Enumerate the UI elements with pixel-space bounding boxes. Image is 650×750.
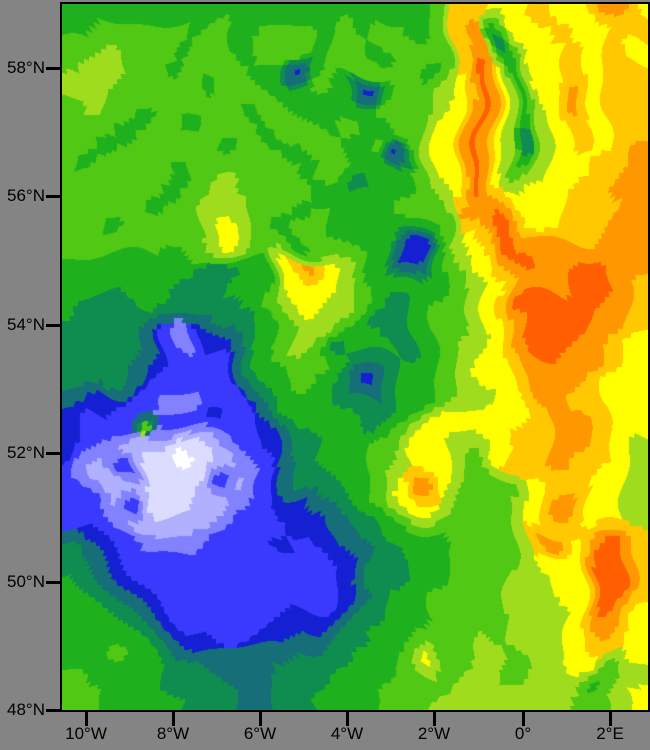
x-axis-tick-label: 0° (514, 724, 532, 743)
x-axis-tick-label: 8°W (156, 724, 190, 743)
y-axis-tick (46, 195, 60, 198)
y-axis-tick (46, 452, 60, 455)
y-axis-tick-label: 50°N (7, 572, 45, 591)
x-axis-tick-label: 6°W (243, 724, 277, 743)
y-axis-tick-label: 58°N (7, 58, 45, 77)
y-axis-tick (46, 709, 60, 712)
x-axis-tick (346, 712, 349, 726)
map-plot-frame (60, 2, 650, 712)
x-axis-tick-label: 10°W (65, 724, 107, 743)
y-axis-tick-label: 52°N (7, 443, 45, 462)
y-axis-tick-label: 54°N (7, 315, 45, 334)
y-axis-tick-label: 48°N (7, 700, 45, 719)
x-axis-tick (259, 712, 262, 726)
x-axis-tick-label: 2°E (596, 724, 624, 743)
x-axis-tick (172, 712, 175, 726)
y-axis-tick-label: 56°N (7, 186, 45, 205)
x-axis-tick (433, 712, 436, 726)
contour-field-canvas (62, 4, 648, 710)
x-axis-tick (522, 712, 525, 726)
x-axis-tick (609, 712, 612, 726)
y-axis-tick (46, 324, 60, 327)
x-axis-tick-label: 4°W (330, 724, 364, 743)
x-axis-tick (85, 712, 88, 726)
y-axis-tick (46, 67, 60, 70)
y-axis-tick (46, 581, 60, 584)
x-axis-tick-label: 2°W (417, 724, 451, 743)
